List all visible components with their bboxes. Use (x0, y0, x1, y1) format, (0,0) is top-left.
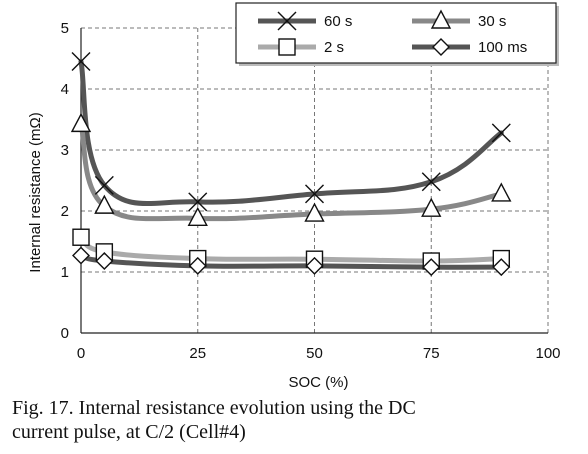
figure-caption: Fig. 17. Internal resistance evolution u… (12, 396, 582, 444)
data-point-60s (421, 172, 441, 192)
data-point-100ms (188, 256, 207, 275)
x-tick-label: 75 (423, 345, 440, 362)
data-point-100ms (305, 256, 324, 275)
data-point-30s (187, 206, 208, 227)
x-tick-label: 25 (189, 345, 206, 362)
y-tick-label: 2 (61, 203, 69, 220)
data-point-30s (94, 194, 115, 214)
legend: 60 s 30 s 2 s 100 ms (235, 2, 559, 66)
legend-marker (278, 38, 296, 56)
data-point-30s (421, 197, 442, 217)
data-point-30s (70, 112, 92, 133)
legend-marker (277, 11, 297, 31)
legend-label: 30 s (478, 13, 506, 30)
data-point-60s (188, 192, 208, 212)
data-point-60s (491, 123, 511, 143)
data-point-2s (72, 228, 90, 246)
x-axis-title: SOC (%) (289, 374, 349, 391)
y-tick-label: 0 (61, 325, 69, 342)
caption-line-1: Fig. 17. Internal resistance evolution u… (12, 397, 416, 419)
y-axis-title: Internal resistance (mΩ) (27, 112, 44, 272)
data-point-100ms (492, 258, 511, 277)
data-point-60s (71, 52, 91, 72)
grid-layer (81, 27, 549, 333)
data-point-30s (304, 202, 325, 222)
data-point-100ms (422, 258, 441, 277)
y-tick-label: 5 (61, 20, 69, 37)
series-line-60s (78, 59, 504, 207)
y-tick-label: 3 (61, 142, 69, 159)
y-tick-label: 4 (61, 81, 69, 98)
data-point-100ms (72, 246, 90, 265)
legend-marker (430, 9, 452, 29)
legend-label: 60 s (324, 13, 352, 30)
legend-marker (432, 38, 450, 56)
data-point-100ms (95, 252, 114, 271)
y-tick-label: 1 (61, 264, 69, 281)
legend-label: 2 s (324, 39, 344, 56)
data-point-60s (305, 184, 324, 204)
x-tick-label: 50 (306, 345, 323, 362)
data-point-30s (491, 182, 512, 202)
x-tick-label: 0 (77, 345, 85, 362)
data-point-60s (94, 175, 114, 195)
x-tick-label: 100 (535, 345, 560, 362)
legend-label: 100 ms (478, 39, 527, 56)
caption-line-2: current pulse, at C/2 (Cell#4) (12, 421, 246, 443)
series-layer (70, 52, 512, 277)
